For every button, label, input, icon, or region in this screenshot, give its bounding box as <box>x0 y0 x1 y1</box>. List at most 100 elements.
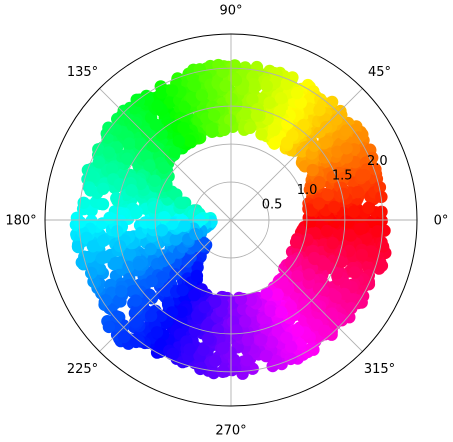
scatter-point <box>163 96 176 109</box>
scatter-point <box>273 105 286 118</box>
scatter-point <box>83 250 96 263</box>
scatter-point <box>264 304 277 318</box>
scatter-point <box>130 205 143 219</box>
scatter-point <box>241 333 255 346</box>
scatter-point <box>166 347 180 360</box>
scatter-point <box>224 113 237 127</box>
scatter-point <box>157 161 171 174</box>
scatter-point <box>178 219 191 232</box>
scatter-point <box>351 185 364 199</box>
scatter-point <box>216 65 230 79</box>
theta-gridline <box>230 219 363 352</box>
scatter-point <box>321 188 335 202</box>
scatter-point <box>123 137 136 150</box>
scatter-point <box>102 121 115 134</box>
scatter-point <box>148 174 162 187</box>
scatter-point <box>117 330 131 344</box>
scatter-point <box>135 138 148 151</box>
scatter-point <box>169 233 182 246</box>
scatter-point <box>375 214 388 227</box>
scatter-point <box>319 120 333 134</box>
scatter-point <box>330 113 343 126</box>
polar-grid <box>44 33 418 407</box>
scatter-point <box>267 123 281 137</box>
scatter-point <box>155 86 168 99</box>
scatter-point <box>305 182 318 196</box>
r-tick-label: 1.0 <box>297 183 318 198</box>
scatter-point <box>284 300 297 313</box>
theta-tick-label: 225° <box>67 362 98 377</box>
scatter-point <box>247 78 260 91</box>
scatter-point <box>244 293 257 307</box>
scatter-point <box>318 257 331 271</box>
scatter-point <box>178 100 191 114</box>
scatter-point <box>84 184 97 197</box>
scatter-point <box>348 266 361 279</box>
theta-tick-label: 180° <box>5 214 36 229</box>
scatter-point <box>205 122 219 135</box>
scatter-point <box>156 271 169 284</box>
scatter-point <box>225 92 238 106</box>
scatter-point <box>285 257 298 270</box>
scatter-point <box>280 331 293 344</box>
scatter-point <box>92 155 106 169</box>
scatter-point <box>216 342 230 355</box>
scatter-point <box>291 270 304 283</box>
scatter-point <box>318 324 331 337</box>
scatter-point <box>337 171 350 185</box>
scatter-point <box>259 349 273 363</box>
scatter-point <box>99 294 112 307</box>
scatter-point <box>117 107 131 121</box>
scatter-point <box>236 83 249 96</box>
scatter-point <box>101 131 114 144</box>
scatter-point <box>97 234 110 248</box>
scatter-point <box>239 315 252 328</box>
scatter-point <box>187 79 200 92</box>
scatter-point <box>144 309 158 323</box>
theta-tick-label: 0° <box>434 214 449 229</box>
scatter-point <box>308 139 321 152</box>
scatter-point <box>172 134 185 148</box>
scatter-point <box>103 211 116 224</box>
scatter-point <box>347 205 360 218</box>
scatter-point <box>325 309 339 323</box>
axis-ticks: 0° 45° 90° 135° 180° 225° 270° 315° 0.5 1.0 1.5 2.0 <box>5 4 448 439</box>
scatter-point <box>198 300 211 314</box>
scatter-point <box>110 192 123 205</box>
scatter-point <box>141 93 154 107</box>
scatter-point <box>149 118 162 131</box>
scatter-point <box>271 288 284 301</box>
scatter-point <box>219 79 232 93</box>
scatter-point <box>160 178 173 191</box>
scatter-point <box>209 354 222 368</box>
scatter-point <box>95 252 109 265</box>
scatter-point <box>344 229 357 242</box>
scatter-point <box>355 248 368 262</box>
scatter-point <box>163 252 176 265</box>
scatter-point <box>218 123 231 136</box>
scatter-point <box>375 205 388 218</box>
scatter-point <box>360 232 373 245</box>
scatter-point <box>110 310 124 323</box>
scatter-points <box>69 58 392 380</box>
scatter-point <box>295 145 309 158</box>
scatter-point <box>194 361 208 374</box>
scatter-point <box>260 79 273 93</box>
scatter-point <box>105 162 119 175</box>
scatter-point <box>130 303 143 316</box>
theta-gridline <box>99 88 232 221</box>
scatter-point <box>353 222 367 236</box>
scatter-point <box>291 324 305 337</box>
scatter-point <box>145 216 159 230</box>
scatter-point <box>228 59 241 72</box>
scatter-point <box>286 129 299 142</box>
theta-tick-label: 90° <box>219 4 242 19</box>
theta-gridline <box>99 219 232 352</box>
scatter-point <box>250 109 264 122</box>
scatter-point <box>265 335 279 349</box>
theta-tick-label: 315° <box>364 362 395 377</box>
scatter-point <box>177 121 190 135</box>
scatter-point <box>120 152 134 165</box>
scatter-point <box>313 103 326 117</box>
scatter-point <box>145 274 159 288</box>
